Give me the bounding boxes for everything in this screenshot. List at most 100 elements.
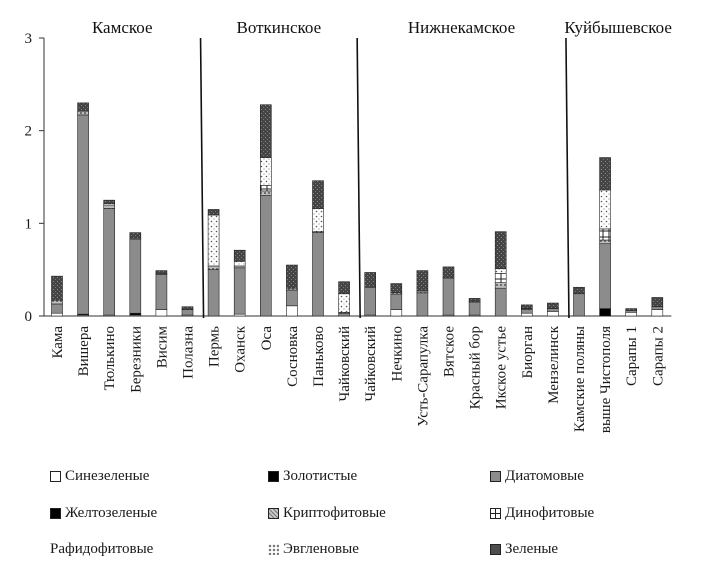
bar-stack	[547, 302, 559, 317]
bar-segment	[103, 199, 115, 205]
bar-segment	[651, 297, 664, 308]
category-label: Сосновка	[285, 326, 301, 387]
bar-segment	[494, 268, 507, 274]
category-label: Чайковский	[363, 326, 379, 401]
bar-stack	[77, 102, 89, 317]
bar-segment	[286, 289, 298, 307]
bar-segment	[599, 228, 611, 241]
category-label: Полазна	[181, 326, 197, 379]
bar-stack	[259, 104, 272, 317]
bar-segment	[599, 157, 611, 191]
bar-stack	[520, 304, 533, 317]
bar-segment	[286, 264, 298, 289]
y-axis: 0 1 2 3	[25, 31, 672, 325]
y-tick-label: 0	[25, 309, 33, 325]
category-label: Оханск	[233, 325, 249, 372]
bar-segment	[312, 208, 324, 232]
bar-stack	[416, 270, 429, 317]
category-label: Тюлькино	[102, 326, 118, 390]
bar-segment	[416, 270, 429, 292]
bar-segment	[390, 283, 403, 294]
bar-segment	[442, 266, 455, 279]
bar-segment	[520, 304, 533, 309]
category-label: Паньково	[311, 326, 327, 387]
bar-segment	[390, 309, 403, 317]
reservoir-divider	[565, 37, 570, 319]
reservoir-divider	[199, 37, 205, 319]
stacked-bar-chart: 0 1 2 3 Кама Вишера Тюлькино Березники Висим Пол…	[25, 18, 672, 433]
bar-segment	[207, 265, 220, 270]
bar-stack	[103, 199, 115, 317]
category-label: Висим	[154, 326, 170, 369]
bar-segment	[599, 308, 611, 317]
legend-label: Динофитовые	[505, 505, 595, 521]
bar-segment	[129, 238, 142, 314]
category-label: Красный бор	[468, 326, 484, 409]
category-label: выше Чистополя	[598, 326, 614, 433]
bar-stack	[468, 298, 481, 317]
bar-segment	[494, 273, 507, 283]
bar-segment	[573, 293, 585, 317]
bar-segment	[338, 293, 350, 313]
bar-stack	[338, 281, 350, 317]
legend-label: Криптофитовые	[283, 505, 386, 521]
category-label: Вятское	[442, 326, 458, 378]
bar-segment	[259, 185, 272, 192]
legend-swatch	[50, 471, 61, 482]
legend-item: Зеленые	[490, 541, 558, 558]
bar-segment	[599, 189, 611, 230]
bar-stack	[286, 264, 298, 317]
bar-segment	[207, 209, 220, 216]
bar-stack	[155, 270, 168, 317]
bar-stack	[129, 232, 142, 317]
bar-stack	[364, 272, 377, 317]
bar-stack	[181, 306, 194, 317]
bar-segment	[155, 309, 168, 317]
legend-item: Криптофитовые	[268, 505, 386, 522]
bar-stack	[207, 209, 220, 317]
legend-swatch	[490, 471, 501, 482]
bar-stack	[573, 286, 585, 317]
category-label: Пермь	[207, 326, 223, 367]
bar-segment	[494, 282, 507, 289]
category-label: Березники	[128, 326, 144, 393]
bar-stack	[494, 231, 507, 317]
legend-swatch	[50, 508, 61, 519]
bar-segment	[103, 208, 115, 316]
legend-swatch	[490, 508, 501, 519]
legend-label: Рафидофитовые	[50, 541, 154, 557]
bar-segment	[468, 298, 481, 302]
bar-segment	[181, 306, 194, 310]
legend-swatch	[268, 471, 279, 482]
bar-segment	[599, 239, 611, 245]
bars	[51, 102, 664, 317]
bar-segment	[77, 110, 89, 116]
bar-segment	[312, 232, 324, 317]
legend-label: Зеленые	[505, 541, 559, 557]
bar-stack	[51, 275, 63, 317]
legend-item: Диатомовые	[490, 468, 584, 485]
legend-swatch	[268, 508, 279, 519]
bar-segment	[155, 273, 168, 310]
bar-stack	[599, 157, 611, 317]
bar-segment	[364, 286, 377, 316]
bar-segment	[51, 312, 63, 317]
y-tick-label: 2	[25, 124, 33, 140]
bar-segment	[286, 305, 298, 317]
bar-segment	[233, 261, 246, 267]
bar-segment	[259, 157, 272, 186]
bar-segment	[390, 294, 403, 310]
reservoir-label: Куйбышевское	[564, 18, 672, 37]
reservoir-label: Воткинское	[236, 18, 321, 37]
bar-segment	[312, 180, 324, 209]
bar-segment	[651, 309, 664, 317]
legend-label: Диатомовые	[505, 468, 584, 484]
legend-swatch	[490, 544, 501, 555]
legend-swatch	[268, 544, 279, 555]
legend-item: Золотистые	[268, 468, 357, 485]
bar-segment	[338, 281, 350, 295]
bar-segment	[77, 102, 89, 112]
y-tick-label: 1	[25, 216, 33, 232]
bar-segment	[416, 292, 429, 317]
category-label: Икское устье	[494, 326, 510, 410]
